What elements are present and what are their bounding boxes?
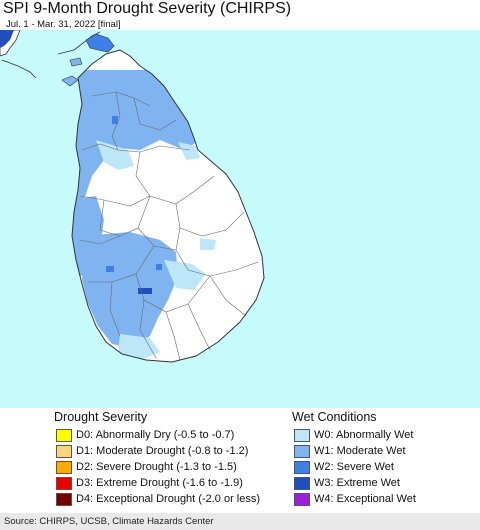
- jaffna-tip: [85, 33, 115, 53]
- legend-label-w2: W2: Severe Wet: [314, 461, 394, 473]
- district-boundaries: [79, 91, 259, 361]
- legend-item-w1: W1: Moderate Wet: [294, 443, 416, 459]
- mannar-island: [61, 75, 79, 87]
- legend-swatch-d0: [56, 428, 72, 442]
- legend-item-w2: W2: Severe Wet: [294, 459, 416, 475]
- legend-item-d0: D0: Abnormally Dry (-0.5 to -0.7): [56, 427, 260, 443]
- legend-item-d4: D4: Exceptional Drought (-2.0 or less): [56, 491, 260, 507]
- map-subtitle: Jul. 1 - Mar. 31, 2022 [final]: [6, 19, 121, 30]
- legend-swatch-d4: [56, 492, 72, 506]
- legend-swatch-w0: [294, 428, 310, 442]
- legend-label-w3: W3: Extreme Wet: [314, 477, 400, 489]
- legend-item-d2: D2: Severe Drought (-1.3 to -1.5): [56, 459, 260, 475]
- legend-swatch-d2: [56, 460, 72, 474]
- wet-legend-title: Wet Conditions: [292, 410, 377, 424]
- legend-swatch-w1: [294, 444, 310, 458]
- source-credit: Source: CHIRPS, UCSB, Climate Hazards Ce…: [4, 516, 214, 527]
- legend-swatch-w3: [294, 476, 310, 490]
- legend-label-w0: W0: Abnormally Wet: [314, 429, 414, 441]
- legend-label-w1: W1: Moderate Wet: [314, 445, 406, 457]
- legend-label-d2: D2: Severe Drought (-1.3 to -1.5): [76, 461, 237, 473]
- wet-legend: W0: Abnormally Wet W1: Moderate Wet W2: …: [294, 427, 416, 507]
- legend-swatch-d3: [56, 476, 72, 490]
- footer-bar: Source: CHIRPS, UCSB, Climate Hazards Ce…: [0, 513, 480, 530]
- legend-label-w4: W4: Exceptional Wet: [314, 493, 416, 505]
- legend-item-w0: W0: Abnormally Wet: [294, 427, 416, 443]
- map-title: SPI 9-Month Drought Severity (CHIRPS): [3, 0, 292, 17]
- legend-item-w4: W4: Exceptional Wet: [294, 491, 416, 507]
- legend-label-d3: D3: Extreme Drought (-1.6 to -1.9): [76, 477, 243, 489]
- legend-swatch-w2: [294, 460, 310, 474]
- map-area: [0, 30, 480, 408]
- legend-swatch-w4: [294, 492, 310, 506]
- wet-areas: [72, 70, 216, 360]
- coastline: [71, 49, 265, 363]
- legend-item-w3: W3: Extreme Wet: [294, 475, 416, 491]
- legend-label-d4: D4: Exceptional Drought (-2.0 or less): [76, 493, 261, 505]
- drought-map: [0, 30, 480, 408]
- legend-item-d1: D1: Moderate Drought (-0.8 to -1.2): [56, 443, 260, 459]
- drought-legend: D0: Abnormally Dry (-0.5 to -0.7) D1: Mo…: [56, 427, 260, 507]
- legend-swatch-d1: [56, 444, 72, 458]
- legend-item-d3: D3: Extreme Drought (-1.6 to -1.9): [56, 475, 260, 491]
- india-wet-area: [0, 30, 14, 48]
- legend-label-d1: D1: Moderate Drought (-0.8 to -1.2): [76, 445, 249, 457]
- legend-label-d0: D0: Abnormally Dry (-0.5 to -0.7): [76, 429, 235, 441]
- kayts-island: [69, 57, 83, 67]
- drought-legend-title: Drought Severity: [54, 410, 148, 424]
